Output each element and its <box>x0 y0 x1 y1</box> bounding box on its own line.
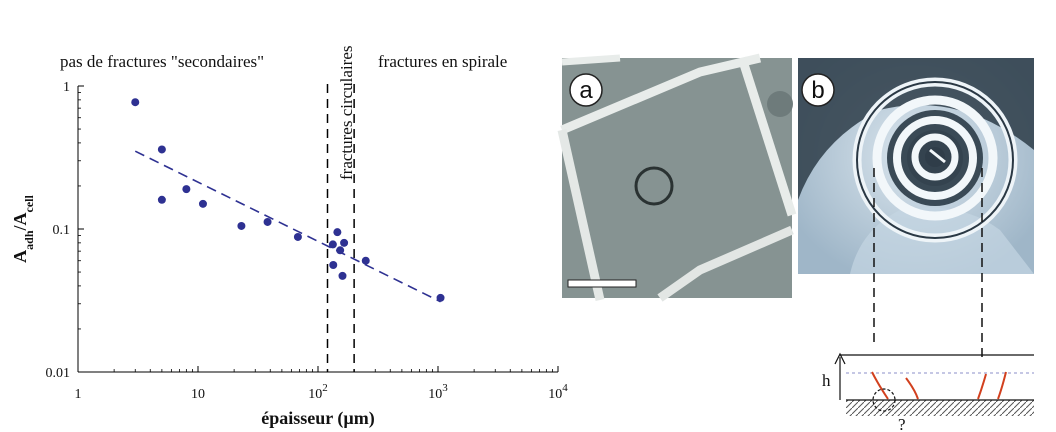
y-label-mid: /A <box>10 212 30 231</box>
panel-a-label: a <box>579 77 593 104</box>
micrograph-a: a <box>557 53 797 302</box>
data-point <box>263 217 272 226</box>
question-circle <box>872 388 896 412</box>
y-label-a: A <box>10 250 30 263</box>
y-tick-label: 1 <box>63 80 70 95</box>
data-points <box>131 98 445 302</box>
data-point <box>328 240 337 249</box>
data-point <box>436 293 445 302</box>
y-ticks: 1 0.1 0.01 <box>46 80 84 381</box>
data-point <box>237 221 246 230</box>
data-point <box>131 98 140 107</box>
y-axis-label: Aadh/Acell <box>10 194 36 262</box>
thickness-label: h <box>822 371 831 390</box>
micrograph-b: b <box>798 58 1034 362</box>
fracture-curve <box>977 373 987 400</box>
y-tick-label: 0.01 <box>46 366 71 381</box>
crack-line <box>657 225 794 302</box>
substrate <box>846 400 1034 416</box>
panel-b-badge <box>801 73 835 107</box>
fracture-curve <box>871 371 889 400</box>
fracture-curve <box>905 377 919 400</box>
x-tick-label: 104 <box>548 382 568 402</box>
spiral-ring <box>893 116 977 200</box>
circular-crack <box>634 166 674 206</box>
panel-a-badge <box>569 73 603 107</box>
fit-line <box>134 150 441 303</box>
spiral-ring <box>911 133 959 181</box>
x-tick-label: 103 <box>428 382 448 402</box>
region-label-spiral: fractures en spirale <box>378 52 507 71</box>
scale-bar <box>567 279 637 288</box>
data-point <box>182 185 191 194</box>
crack-line <box>557 129 605 301</box>
data-point <box>157 145 166 154</box>
region-label-circular: fractures circulaires <box>337 46 356 181</box>
x-tick-label: 102 <box>308 382 328 402</box>
data-point <box>340 238 349 247</box>
data-point <box>336 246 345 255</box>
data-point <box>198 199 207 208</box>
region-label-no-secondary: pas de fractures "secondaires" <box>60 52 264 71</box>
crack-line <box>737 56 797 217</box>
x-tick-label: 1 <box>75 387 82 402</box>
data-point <box>361 256 370 265</box>
schematic-cross-section: h ? <box>822 352 1034 432</box>
y-label-sub-cell: cell <box>22 194 36 212</box>
data-point <box>293 232 302 241</box>
y-tick-label: 0.1 <box>53 223 71 238</box>
scatter-chart: pas de fractures "secondaires" fractures… <box>10 46 568 430</box>
x-axis-label: épaisseur (µm) <box>261 408 375 429</box>
data-point <box>333 228 342 237</box>
question-mark: ? <box>898 415 906 432</box>
x-tick-label: 10 <box>191 387 205 402</box>
data-point <box>157 195 166 204</box>
data-point <box>338 271 347 280</box>
spiral-ring <box>872 95 998 221</box>
x-ticks: 1 10 102 103 104 <box>75 366 568 402</box>
y-label-sub-adh: adh <box>22 230 36 250</box>
data-point <box>329 261 338 270</box>
panel-b-label: b <box>811 77 824 104</box>
fracture-curve <box>997 371 1007 400</box>
